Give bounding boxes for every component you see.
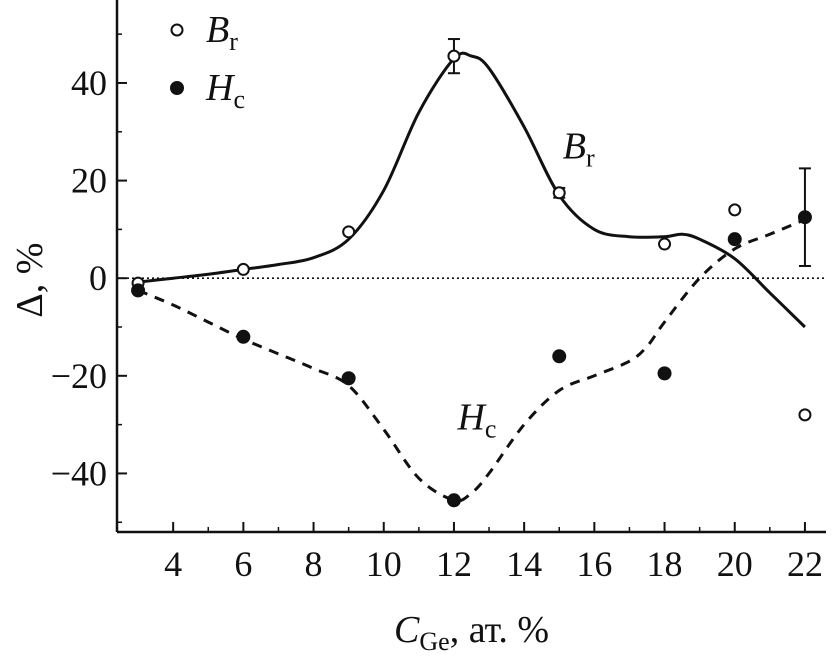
- legend-label-hc: Hc: [205, 67, 245, 114]
- legend-marker-hc: [170, 81, 184, 95]
- point-br: [447, 49, 461, 63]
- point-br: [552, 186, 566, 200]
- y-tick-label: 20: [71, 161, 107, 201]
- x-tick-label: 20: [717, 544, 753, 584]
- point-hc: [552, 349, 567, 364]
- curve-label-hc: Hc: [456, 397, 496, 444]
- axis-titles: CGe, ат. % Δ, %: [9, 243, 549, 656]
- fit-curve-hc: [137, 218, 806, 503]
- legend: Br Hc: [170, 9, 245, 114]
- point-hc: [341, 371, 356, 386]
- x-tick-label: 6: [234, 544, 252, 584]
- curve-label-br: Br: [563, 126, 595, 173]
- legend-marker-br: [170, 23, 184, 37]
- x-tick-label: 16: [576, 544, 612, 584]
- x-tick-label: 22: [787, 544, 823, 584]
- y-tick-label: 40: [71, 63, 107, 103]
- legend-label-br: Br: [206, 9, 238, 56]
- point-hc: [236, 329, 251, 344]
- fit-curve-br: [137, 51, 806, 329]
- x-tick-label: 14: [506, 544, 542, 584]
- x-tick-label: 8: [305, 544, 323, 584]
- y-tick-label: −40: [51, 453, 107, 493]
- x-tick-label: 10: [366, 544, 402, 584]
- y-tick-label: −20: [51, 356, 107, 396]
- y-tick-label: 0: [89, 258, 107, 298]
- y-axis-title: Δ, %: [9, 243, 51, 318]
- point-hc: [446, 493, 461, 508]
- x-tick-label: 4: [164, 544, 182, 584]
- axes: 4 6 8 10 12 14 16 18 20 22 −40 −20 0 20 40: [51, 0, 826, 584]
- x-tick-label: 18: [647, 544, 683, 584]
- fit-curves: [137, 51, 806, 503]
- point-hc: [797, 210, 812, 225]
- data-points: [131, 38, 812, 508]
- point-hc: [131, 283, 146, 298]
- point-br: [236, 262, 250, 276]
- point-hc: [727, 232, 742, 247]
- curve-labels: Br Hc: [456, 126, 595, 444]
- point-br: [798, 408, 812, 422]
- point-br: [658, 237, 672, 251]
- x-tick-label: 12: [436, 544, 472, 584]
- point-br: [342, 225, 356, 239]
- point-br: [728, 203, 742, 217]
- x-axis-title: CGe, ат. %: [394, 609, 549, 656]
- point-hc: [657, 366, 672, 381]
